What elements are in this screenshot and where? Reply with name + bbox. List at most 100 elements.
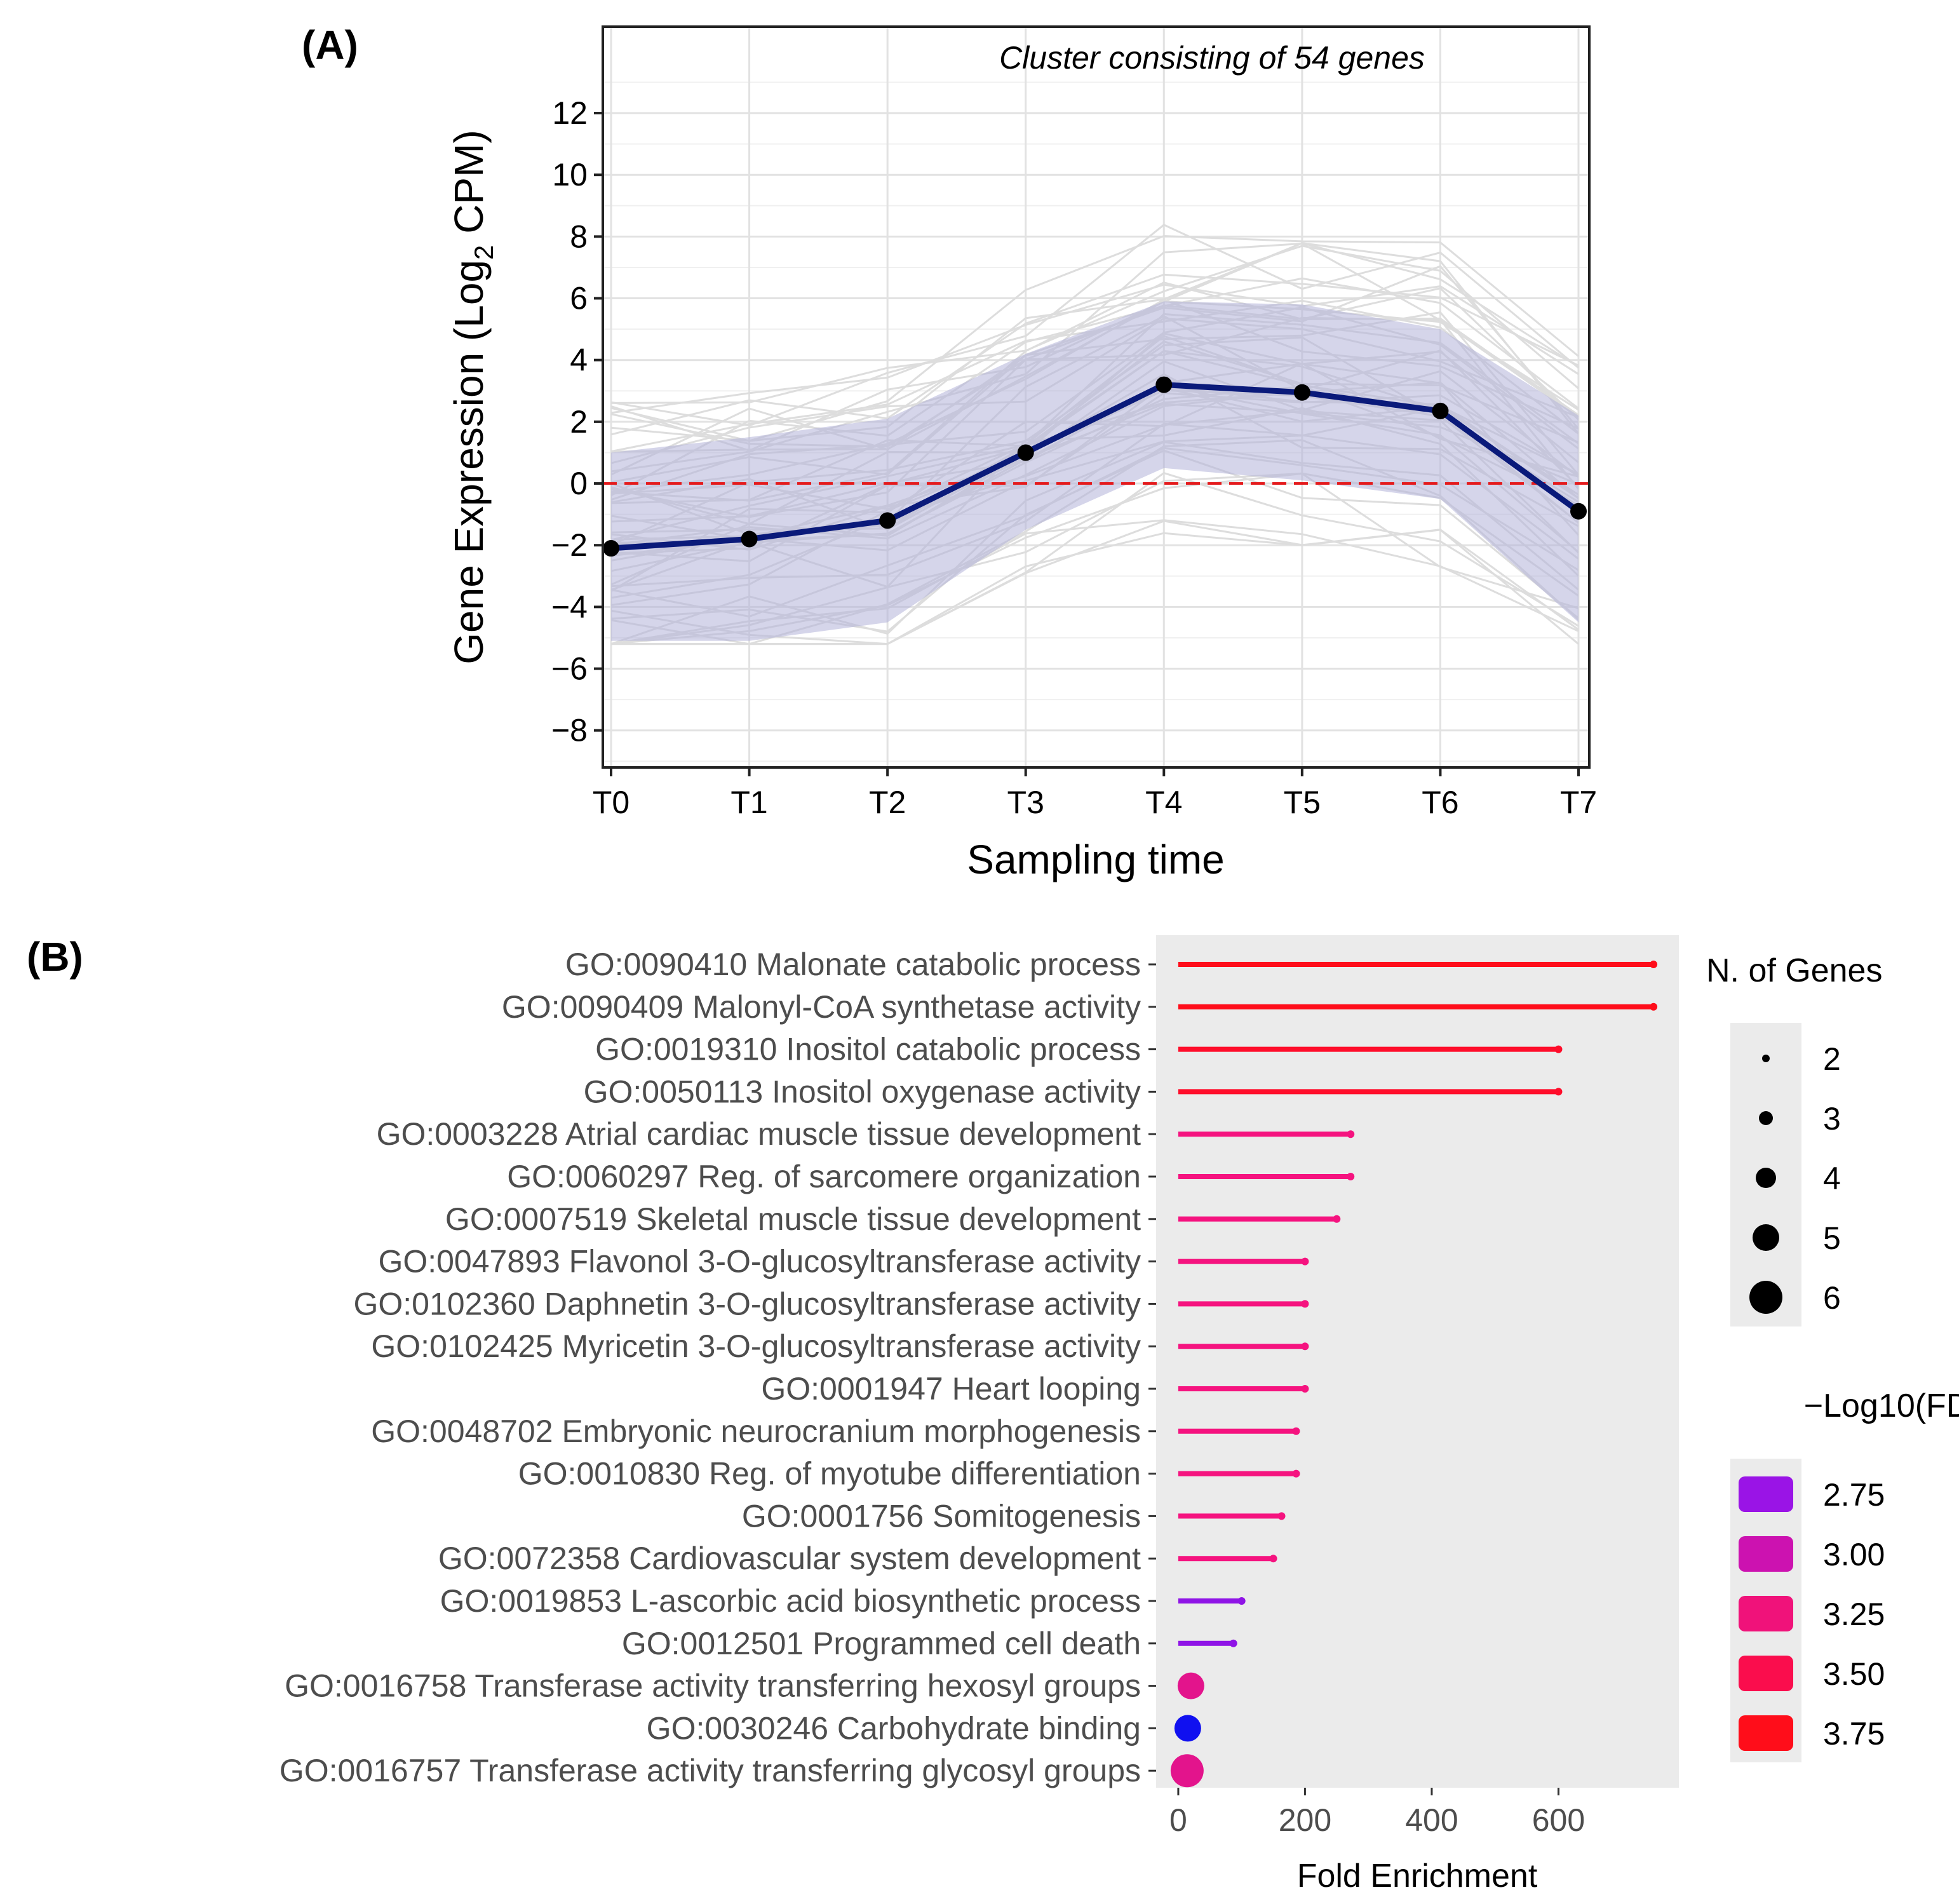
lollipop-point — [1301, 1385, 1309, 1393]
go-term-label: GO:0001947 Heart looping — [761, 1371, 1141, 1407]
panel-b-background — [1156, 935, 1679, 1788]
panel-a-plot: −8 −6 −4 −2 0 2 4 6 8 10 12 T0 T1 T2 T3 T4 T5 T6 T7 — [551, 25, 1597, 820]
color-legend-key — [1739, 1536, 1793, 1572]
go-term-label: GO:0072358 Cardiovascular system develop… — [438, 1541, 1141, 1576]
color-legend: −Log10(FDR) 2.75 3.00 3.25 3.50 3.75 — [1730, 1387, 1959, 1762]
panel-a-x-axis: T0 T1 T2 T3 T4 T5 T6 T7 — [593, 767, 1597, 820]
mean-point-t3 — [1017, 444, 1034, 461]
go-term-label: GO:0090410 Malonate catabolic process — [565, 947, 1141, 982]
lollipop-point — [1301, 1257, 1309, 1266]
lollipop-point — [1347, 1173, 1355, 1180]
y-tick-label: 0 — [570, 466, 588, 501]
go-term-label: GO:0019310 Inositol catabolic process — [595, 1032, 1141, 1067]
size-legend-key — [1749, 1281, 1782, 1314]
x-tick-label-t2: T2 — [869, 785, 906, 820]
go-term-label: GO:0060297 Reg. of sarcomere organizatio… — [507, 1159, 1141, 1194]
lollipop-point — [1237, 1597, 1246, 1605]
lollipop-point — [1650, 961, 1658, 968]
go-term-label: GO:0003228 Atrial cardiac muscle tissue … — [377, 1116, 1141, 1152]
gene-profile-line — [610, 283, 1579, 414]
color-legend-key — [1739, 1715, 1793, 1751]
lollipop-point — [1269, 1555, 1277, 1563]
lollipop-point — [1333, 1215, 1341, 1223]
y-tick-label: 12 — [552, 95, 588, 131]
x-tick-label-t1: T1 — [730, 785, 767, 820]
panel-a-confidence-band — [611, 301, 1579, 641]
gene-profile-line — [610, 245, 1579, 404]
y-tick-label: 10 — [552, 157, 588, 192]
go-term-label: GO:0050113 Inositol oxygenase activity — [584, 1074, 1141, 1109]
lollipop-point — [1554, 1088, 1563, 1096]
gene-profile-line — [611, 529, 1579, 645]
color-legend-key — [1739, 1476, 1793, 1512]
color-legend-key — [1739, 1656, 1793, 1691]
color-legend-items: 2.75 3.00 3.25 3.50 3.75 — [1739, 1476, 1885, 1752]
panel-a-y-axis-title-tail: CPM) — [446, 130, 492, 245]
mean-point-t0 — [603, 540, 619, 557]
panel-a-mean-points — [603, 376, 1587, 557]
size-legend-label: 2 — [1823, 1041, 1841, 1077]
color-legend-title: −Log10(FDR) — [1804, 1387, 1959, 1424]
panel-a-label: (A) — [302, 22, 358, 68]
go-term-label: GO:0016758 Transferase activity transfer… — [285, 1668, 1141, 1704]
lollipop-point — [1277, 1512, 1286, 1520]
panel-b-x-axis: 0 200 400 600 — [1169, 1788, 1585, 1838]
lollipop-point — [1292, 1469, 1300, 1478]
lollipop-point — [1229, 1639, 1237, 1647]
size-legend-label: 6 — [1823, 1280, 1841, 1316]
panel-a-frame — [602, 25, 1591, 769]
color-legend-key — [1739, 1596, 1793, 1631]
panel-b-plot: GO:0090410 Malonate catabolic process GO:… — [279, 935, 1679, 1838]
lollipop-point — [1170, 1754, 1204, 1788]
size-legend-label: 4 — [1823, 1161, 1841, 1196]
y-tick-label: 4 — [570, 342, 588, 378]
panel-b-lollipops — [1170, 961, 1658, 1788]
lollipop-point — [1554, 1045, 1563, 1053]
go-term-label: GO:0010830 Reg. of myotube differentiati… — [518, 1456, 1141, 1492]
go-term-label: GO:0090409 Malonyl-CoA synthetase activi… — [502, 989, 1141, 1025]
go-term-label: GO:0012501 Programmed cell death — [622, 1626, 1141, 1661]
panel-a-mean-line — [610, 382, 1580, 551]
y-tick-label: −4 — [551, 589, 588, 625]
panel-a-y-axis-title-main: Gene Expression (Log — [446, 260, 492, 665]
lollipop-point — [1177, 1672, 1204, 1699]
x-tick-label-t6: T6 — [1422, 785, 1458, 820]
go-term-label: GO:0016757 Transferase activity transfer… — [279, 1753, 1141, 1788]
x-tick-label-t0: T0 — [593, 785, 629, 820]
gene-profile-line — [610, 224, 1579, 427]
go-term-label: GO:0007519 Skeletal muscle tissue develo… — [445, 1201, 1141, 1237]
panel-b-term-labels: GO:0090410 Malonate catabolic process GO:… — [279, 947, 1156, 1788]
mean-point-t4 — [1155, 376, 1173, 393]
x-tick-label: 200 — [1279, 1802, 1331, 1838]
go-term-label: GO:0047893 Flavonol 3-O-glucosyltransfer… — [378, 1244, 1141, 1279]
lollipop-point — [1650, 1003, 1658, 1011]
size-legend-key — [1753, 1224, 1779, 1251]
color-legend-label: 3.25 — [1823, 1597, 1885, 1632]
color-legend-label: 2.75 — [1823, 1477, 1885, 1513]
mean-point-t1 — [741, 530, 758, 548]
color-legend-label: 3.75 — [1823, 1716, 1885, 1752]
panel-a-y-axis: −8 −6 −4 −2 0 2 4 6 8 10 12 — [551, 95, 603, 748]
lollipop-point — [1301, 1300, 1309, 1308]
mean-point-t5 — [1293, 384, 1310, 401]
x-tick-label-t3: T3 — [1007, 785, 1044, 820]
go-term-label: GO:0001756 Somitogenesis — [742, 1498, 1141, 1534]
y-tick-label: −6 — [551, 651, 588, 687]
x-tick-label: 600 — [1532, 1802, 1585, 1838]
panel-b-x-axis-title: Fold Enrichment — [1297, 1858, 1538, 1894]
lollipop-point — [1292, 1427, 1300, 1435]
go-term-label: GO:0030246 Carbohydrate binding — [647, 1710, 1141, 1746]
size-legend-key — [1762, 1055, 1770, 1062]
size-legend-label: 5 — [1823, 1220, 1841, 1256]
y-tick-label: −8 — [551, 713, 588, 748]
go-term-label: GO:0019853 L-ascorbic acid biosynthetic … — [440, 1583, 1141, 1619]
gene-profile-line — [610, 273, 1579, 436]
panel-b-label: (B) — [27, 934, 83, 980]
mean-point-t6 — [1432, 402, 1449, 419]
x-tick-label: 400 — [1405, 1802, 1458, 1838]
panel-a-y-axis-title: Gene Expression (Log2 CPM) — [446, 130, 499, 664]
size-legend: N. of Genes 2 3 4 5 6 — [1706, 952, 1882, 1327]
color-legend-label: 3.50 — [1823, 1656, 1885, 1692]
lollipop-point — [1301, 1342, 1309, 1351]
